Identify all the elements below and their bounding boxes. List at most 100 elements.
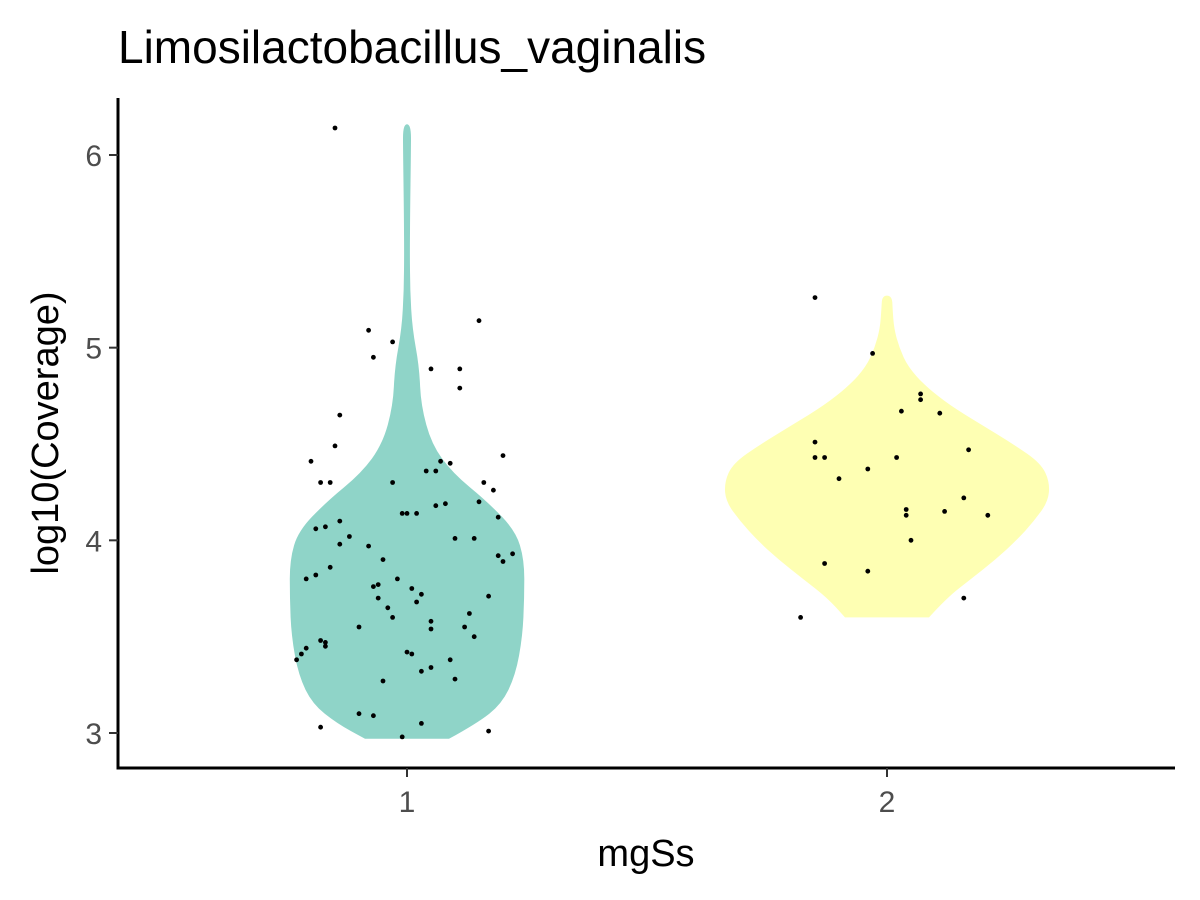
data-point <box>428 665 434 670</box>
data-point <box>399 511 405 516</box>
data-point <box>327 564 333 570</box>
data-point <box>327 480 333 485</box>
data-point <box>471 536 477 541</box>
data-point <box>467 611 472 616</box>
data-point <box>323 643 328 649</box>
data-point <box>476 318 482 324</box>
data-point <box>371 354 376 360</box>
violin-layer <box>289 124 1050 739</box>
y-tick-label: 6 <box>85 140 102 173</box>
chart-title: Limosilactobacillus_vaginalis <box>118 21 706 73</box>
data-point <box>366 543 371 549</box>
data-point <box>937 410 943 416</box>
data-point <box>495 553 501 559</box>
data-point <box>303 576 309 582</box>
data-point <box>433 468 439 474</box>
data-point <box>822 561 827 566</box>
data-point <box>428 618 434 624</box>
data-point <box>452 676 458 682</box>
data-point <box>908 537 914 543</box>
data-point <box>918 391 923 397</box>
y-axis-title: log10(Coverage) <box>25 291 67 574</box>
data-point <box>495 514 501 520</box>
data-point <box>812 455 818 460</box>
data-point <box>961 495 967 501</box>
data-point <box>318 724 323 730</box>
y-axis-ticks: 3 4 5 6 <box>85 140 118 751</box>
data-point <box>390 615 395 620</box>
data-point <box>865 568 871 574</box>
data-point <box>409 651 415 657</box>
data-point <box>404 511 410 516</box>
data-point <box>323 524 328 530</box>
data-point <box>985 512 991 518</box>
data-point <box>375 582 381 587</box>
data-point <box>870 351 875 356</box>
data-point <box>812 439 818 445</box>
violin-2 <box>724 295 1050 618</box>
violin-1 <box>289 124 525 739</box>
data-point <box>447 460 453 466</box>
data-point <box>414 511 419 516</box>
data-point <box>462 624 467 630</box>
data-point <box>313 572 319 578</box>
data-point <box>390 339 395 345</box>
data-point <box>375 595 381 601</box>
data-point <box>812 295 818 300</box>
data-point <box>318 638 323 643</box>
data-point <box>447 657 453 663</box>
data-point <box>337 518 343 524</box>
data-point <box>918 397 923 403</box>
data-point <box>380 557 386 562</box>
data-point <box>865 466 871 472</box>
x-axis-title: mgSs <box>597 833 694 875</box>
data-point <box>486 593 491 599</box>
data-point <box>903 512 909 518</box>
data-point <box>443 501 448 507</box>
data-point <box>318 480 323 485</box>
data-point <box>399 734 405 740</box>
data-point <box>299 651 304 657</box>
data-point <box>419 721 424 726</box>
y-tick-label: 4 <box>85 525 102 558</box>
data-point <box>438 458 443 464</box>
y-tick-label: 5 <box>85 333 102 366</box>
data-point <box>903 507 909 512</box>
data-point <box>409 586 415 591</box>
data-point <box>308 458 314 464</box>
data-point <box>899 408 904 414</box>
data-point <box>390 480 395 485</box>
data-point <box>457 385 463 391</box>
data-point <box>428 366 434 372</box>
data-point <box>486 728 491 734</box>
data-point <box>347 534 352 539</box>
data-point <box>894 455 899 460</box>
data-point <box>836 476 842 482</box>
data-point <box>481 480 487 485</box>
data-point <box>457 366 463 372</box>
data-point <box>380 678 386 684</box>
data-point <box>500 453 506 458</box>
data-point <box>452 536 458 541</box>
point-layer <box>294 125 991 740</box>
data-point <box>404 649 410 655</box>
data-point <box>423 468 429 474</box>
data-point <box>419 668 424 674</box>
data-point <box>395 576 400 582</box>
data-point <box>414 599 419 605</box>
data-point <box>961 595 967 601</box>
data-point <box>491 487 496 493</box>
data-point <box>303 645 309 651</box>
data-point <box>798 615 803 620</box>
data-point <box>371 584 376 589</box>
data-point <box>313 526 319 532</box>
data-point <box>476 499 482 505</box>
data-point <box>433 503 439 509</box>
data-point <box>385 605 391 611</box>
data-point <box>337 541 343 547</box>
data-point <box>332 125 338 131</box>
data-point <box>294 657 299 663</box>
data-point <box>419 591 424 597</box>
data-point <box>822 455 827 460</box>
